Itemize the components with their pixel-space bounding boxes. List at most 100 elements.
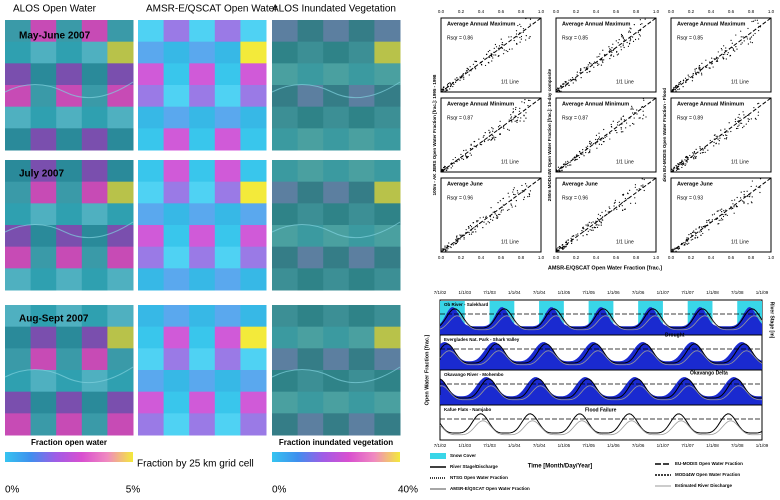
map-cell <box>56 42 82 64</box>
point-cloud <box>463 238 464 239</box>
point-cloud <box>474 141 475 142</box>
point-cloud <box>618 53 619 54</box>
map-cell <box>31 85 57 107</box>
point-cloud <box>492 135 493 136</box>
map-cell <box>107 160 133 182</box>
point-cloud <box>562 84 563 85</box>
point-cloud <box>737 128 738 129</box>
point-cloud <box>608 213 609 214</box>
point-cloud <box>734 50 735 51</box>
point-cloud <box>579 157 580 158</box>
point-cloud <box>567 84 568 85</box>
map-cell <box>240 413 266 435</box>
point-cloud <box>692 239 693 240</box>
point-cloud <box>493 217 494 218</box>
map-cell <box>323 413 349 435</box>
point-cloud <box>587 224 588 225</box>
map-cell <box>31 63 57 85</box>
point-cloud <box>471 226 472 227</box>
point-cloud <box>633 123 634 124</box>
point-cloud <box>682 161 683 162</box>
date-top: 1/1/08 <box>706 290 719 295</box>
point-cloud <box>510 114 511 115</box>
point-cloud <box>744 194 745 195</box>
point-cloud <box>675 251 676 252</box>
point-cloud <box>576 155 577 156</box>
legend-label: River Stage/Discharge <box>450 464 498 469</box>
panel-title: Average Annual Minimum <box>562 101 629 107</box>
map-cell <box>298 370 324 392</box>
point-cloud <box>511 116 512 117</box>
point-cloud <box>712 219 713 220</box>
point-cloud <box>516 36 517 37</box>
map-cell <box>349 128 375 150</box>
point-cloud <box>470 153 471 154</box>
point-cloud <box>457 241 458 242</box>
point-cloud <box>601 65 602 66</box>
point-cloud <box>572 236 573 237</box>
point-cloud <box>707 225 708 226</box>
map-cell <box>323 128 349 150</box>
map-cell <box>323 63 349 85</box>
map-cell <box>374 225 400 247</box>
point-cloud <box>688 75 689 76</box>
point-cloud <box>443 249 444 250</box>
rsqr: Rsqr = 0.93 <box>677 195 703 201</box>
point-cloud <box>733 206 734 207</box>
point-cloud <box>742 200 743 201</box>
point-cloud <box>519 37 520 38</box>
legend-label: AMSR-E/QSCAT Open Water Fraction <box>450 486 530 491</box>
point-cloud <box>484 140 485 141</box>
point-cloud <box>623 38 624 39</box>
map-cell <box>272 42 298 64</box>
point-cloud <box>726 137 727 138</box>
point-cloud <box>598 56 599 57</box>
point-cloud <box>604 54 605 55</box>
point-cloud <box>695 232 696 233</box>
point-cloud <box>565 166 566 167</box>
map-cell <box>374 85 400 107</box>
point-cloud <box>588 152 589 153</box>
point-cloud <box>514 194 515 195</box>
point-cloud <box>609 206 610 207</box>
ts-panel-label: Kafue Flats - Namjabo <box>444 407 492 412</box>
point-cloud <box>520 26 521 27</box>
point-cloud <box>677 89 678 90</box>
panel-title: Average June <box>562 181 598 187</box>
point-cloud <box>692 77 693 78</box>
point-cloud <box>557 247 558 248</box>
point-cloud <box>680 163 681 164</box>
point-cloud <box>577 233 578 234</box>
point-cloud <box>455 79 456 80</box>
point-cloud <box>732 208 733 209</box>
row-label: July 2007 <box>19 169 64 180</box>
point-cloud <box>500 121 501 122</box>
point-cloud <box>581 230 582 231</box>
point-cloud <box>598 64 599 65</box>
point-cloud <box>490 216 491 217</box>
point-cloud <box>723 210 724 211</box>
point-cloud <box>523 28 524 29</box>
point-cloud <box>618 42 619 43</box>
date-bottom: 1/1/04 <box>508 443 521 448</box>
point-cloud <box>721 218 722 219</box>
map-cell <box>240 370 266 392</box>
point-cloud <box>685 163 686 164</box>
point-cloud <box>758 115 759 116</box>
point-cloud <box>593 221 594 222</box>
point-cloud <box>740 44 741 45</box>
map-cell <box>240 20 266 42</box>
point-cloud <box>529 36 530 37</box>
point-cloud <box>464 237 465 238</box>
map-cell <box>215 63 241 85</box>
point-cloud <box>514 40 515 41</box>
point-cloud <box>700 148 701 149</box>
point-cloud <box>699 67 700 68</box>
point-cloud <box>726 135 727 136</box>
map-cell <box>323 42 349 64</box>
point-cloud <box>589 62 590 63</box>
point-cloud <box>622 36 623 37</box>
map-cell <box>323 225 349 247</box>
point-cloud <box>754 33 755 34</box>
point-cloud <box>442 170 443 171</box>
